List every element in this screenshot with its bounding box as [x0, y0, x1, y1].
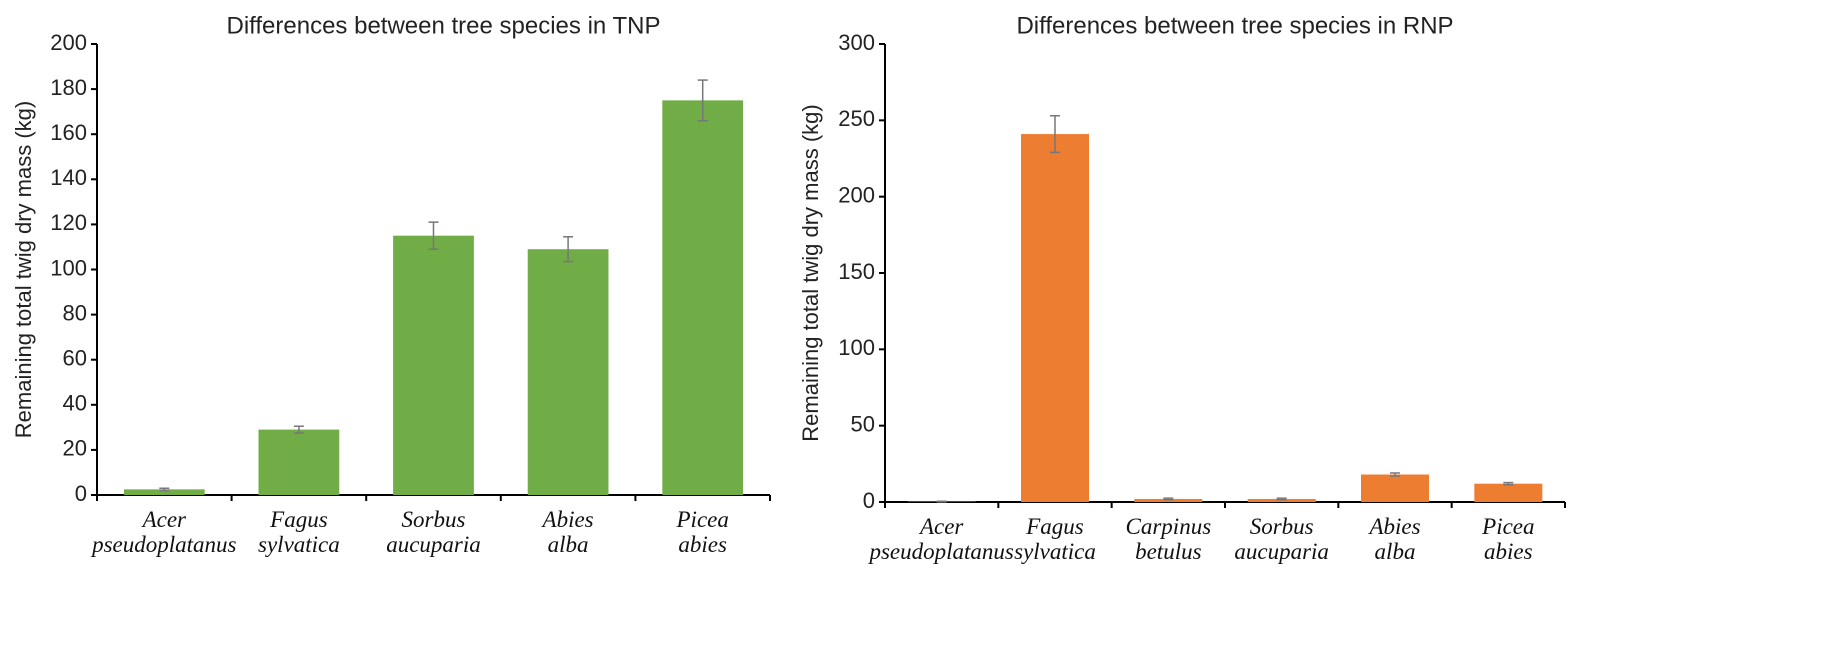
y-tick-label: 0 [75, 481, 87, 506]
bar [1134, 498, 1203, 502]
bar [1021, 134, 1089, 502]
chart-title: Differences between tree species in RNP [1016, 12, 1453, 39]
chart-title: Differences between tree species in TNP [226, 12, 660, 39]
y-tick-label: 100 [838, 335, 875, 360]
y-tick-label: 50 [851, 411, 875, 436]
y-tick-label: 150 [838, 259, 875, 284]
x-tick-label: Carpinus betulus [1125, 514, 1212, 564]
bar [1247, 498, 1316, 502]
y-tick-label: 0 [863, 488, 875, 513]
bar [123, 489, 205, 495]
x-tick-label: Picea abies [1482, 514, 1535, 564]
bar [1361, 474, 1429, 502]
y-tick-label: 60 [63, 346, 87, 371]
x-tick-label: Acer pseudoplatanus [92, 507, 237, 557]
x-tick-label: Picea abies [676, 507, 729, 557]
x-tick-label: Sorbus aucuparia [386, 507, 481, 557]
x-tick-label: Sorbus aucuparia [1234, 514, 1329, 564]
bar [393, 235, 474, 496]
y-tick-label: 180 [50, 75, 87, 100]
y-tick-label: 200 [50, 30, 87, 55]
y-tick-label: 160 [50, 120, 87, 145]
bar [258, 429, 340, 495]
y-axis-label: Remaining total twig dry mass (kg) [11, 101, 36, 438]
x-tick-label: Acer pseudoplatanus [869, 514, 1014, 564]
x-tick-label: Abies alba [1369, 514, 1421, 564]
y-axis-label: Remaining total twig dry mass (kg) [798, 104, 823, 441]
x-tick-label: Abies alba [542, 507, 594, 557]
y-tick-label: 20 [63, 436, 87, 461]
y-tick-label: 300 [838, 30, 875, 55]
x-tick-label: Fagus sylvatica [258, 507, 340, 557]
bar [527, 249, 609, 495]
y-tick-label: 100 [50, 255, 87, 280]
y-tick-label: 80 [63, 300, 87, 325]
y-tick-label: 120 [50, 210, 87, 235]
y-tick-label: 140 [50, 165, 87, 190]
y-tick-label: 250 [838, 106, 875, 131]
y-tick-label: 200 [838, 182, 875, 207]
y-tick-label: 40 [63, 391, 87, 416]
bar [662, 100, 744, 495]
bar [1474, 483, 1543, 502]
x-tick-label: Fagus sylvatica [1014, 514, 1096, 564]
